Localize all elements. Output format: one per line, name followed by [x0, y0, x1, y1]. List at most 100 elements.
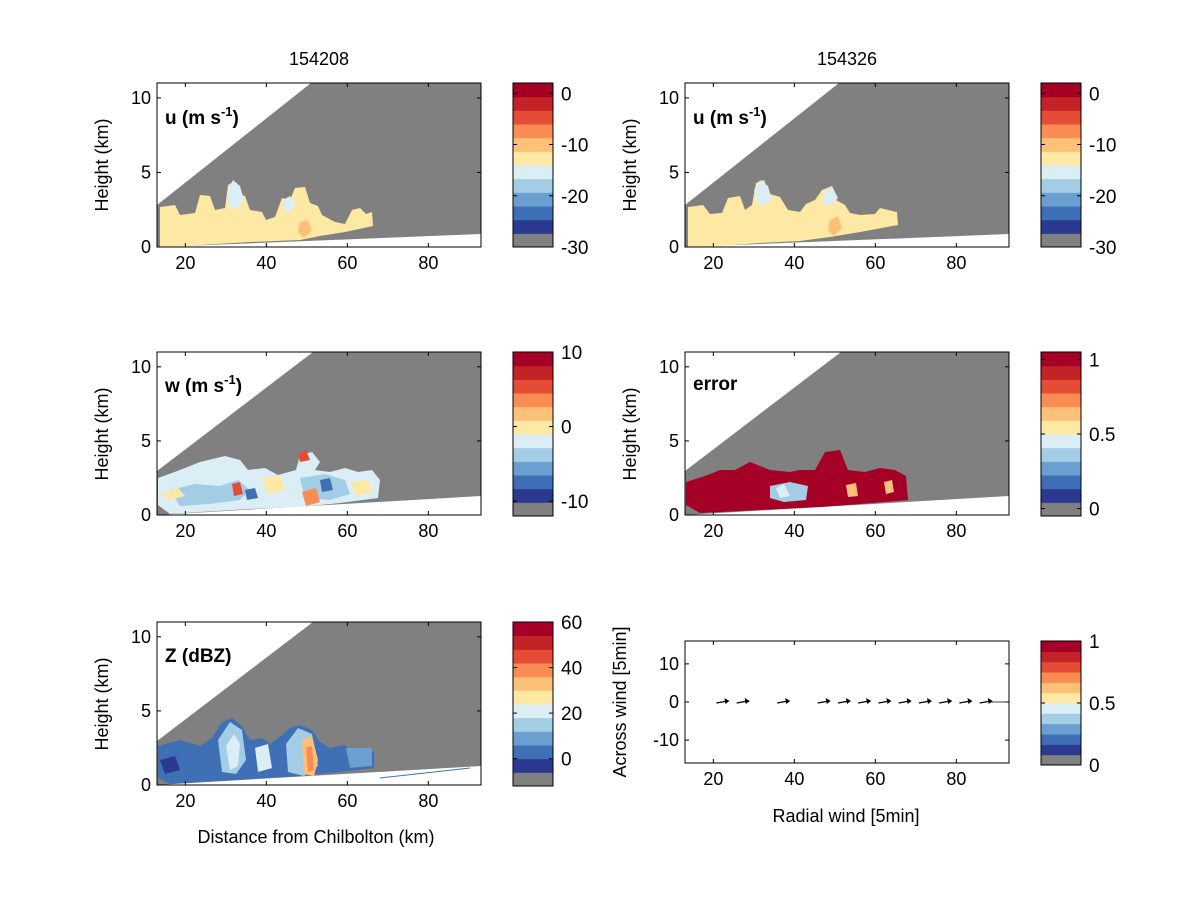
y-axis-label: Height (km) — [620, 118, 640, 211]
colorbar: 10 0 -10 — [512, 343, 588, 517]
colorbars: 0-10-20-300-10-20-30100-1010.50604020010… — [512, 82, 1116, 787]
colorbar-segment — [513, 178, 553, 193]
wind-vector — [918, 698, 932, 704]
colorbar-segment — [1041, 447, 1081, 462]
colorbar-tick-label: 1 — [1089, 350, 1100, 371]
w-field-hot — [232, 482, 243, 496]
colorbar-segment — [513, 461, 553, 476]
wind-vector — [858, 698, 872, 704]
colorbar-segment — [513, 165, 553, 180]
x-tick-label: 40 — [784, 253, 804, 273]
colorbar-segment — [513, 420, 553, 435]
x-ticks: 20 40 60 80 — [175, 622, 438, 811]
y-tick-label: 5 — [669, 162, 679, 182]
colorbar: 60 40 20 0 — [512, 613, 582, 787]
y-axis-label: Height (km) — [92, 387, 112, 480]
plot-area — [157, 83, 481, 247]
column-title-left: 154208 — [289, 49, 349, 69]
y-ticks-all: 0 5 10 0 5 10 0 5 10 0 5 10 0 5 10 10 0 -10 — [131, 88, 1009, 795]
annotation: u (m s-1) — [165, 104, 239, 129]
colorbar-segment — [513, 406, 553, 421]
u-field-core — [298, 220, 312, 238]
y-tick-label: 5 — [141, 162, 151, 182]
x-tick-label: 60 — [337, 521, 357, 541]
colorbar-segment — [513, 233, 553, 248]
wind-vector — [939, 698, 953, 704]
plot-area — [157, 622, 481, 785]
colorbar-segment — [513, 192, 553, 207]
colorbar-segment — [513, 83, 553, 98]
colorbar-segment — [513, 206, 553, 221]
y-tick-label: 0 — [669, 505, 679, 525]
colorbar-tick-label: 0 — [561, 418, 572, 439]
w-field-warm — [350, 480, 372, 496]
wind-vector — [979, 698, 993, 704]
colorbar-segment — [513, 502, 553, 517]
colorbar-segment — [1041, 406, 1081, 421]
x-tick-label: 40 — [784, 521, 804, 541]
colorbar-segment — [1041, 734, 1081, 745]
y-tick-label: 0 — [141, 237, 151, 257]
x-tick-label: 80 — [946, 769, 966, 789]
colorbar-tick-label: 0 — [561, 84, 572, 105]
x-axis-label: Radial wind [5min] — [772, 806, 919, 826]
colorbar-segment — [513, 676, 553, 691]
colorbar-segment — [513, 365, 553, 380]
panel-Z-left: 20 40 60 80 Z (dBZ) Height (km) Distance fr… — [92, 621, 482, 847]
x-axis-label: Distance from Chilbolton (km) — [197, 827, 434, 847]
colorbar-tick-label: 10 — [561, 343, 582, 364]
colorbar-segment — [1041, 641, 1081, 652]
colorbar-segment — [1041, 703, 1081, 714]
panel-u-left: 20 40 60 80 u (m s-1) Height (km) — [92, 82, 482, 273]
colorbar-tick-label: 0 — [1089, 84, 1100, 105]
annotation: w (m s-1) — [164, 372, 242, 397]
x-tick-label: 20 — [703, 769, 723, 789]
colorbar-segment — [513, 622, 553, 637]
colorbar-tick-label: -10 — [561, 492, 588, 513]
y-axis-label: Height (km) — [92, 657, 112, 750]
y-axis-label: Height (km) — [92, 118, 112, 211]
y-tick-label: 10 — [659, 654, 679, 674]
x-ticks: 20 40 60 80 — [175, 352, 438, 541]
colorbar-segment — [513, 447, 553, 462]
colorbar-tick-label: 60 — [561, 613, 582, 634]
colorbar-tick-label: -10 — [1089, 136, 1116, 157]
x-tick-label: 80 — [418, 521, 438, 541]
colorbar-frame — [512, 621, 554, 787]
colorbar-segment — [1041, 672, 1081, 683]
colorbar-tick-label: -10 — [561, 136, 588, 157]
wind-vector-marks — [716, 698, 1009, 704]
x-tick-label: 20 — [703, 253, 723, 273]
colorbar-tick-label: 0 — [561, 750, 572, 771]
colorbar-segment — [1041, 137, 1081, 152]
colorbar-tick-label: 1 — [1089, 632, 1100, 653]
colorbar-tick-label: 0.5 — [1089, 694, 1115, 715]
colorbar-segment — [1041, 461, 1081, 476]
panel-wind-vectors: 20 40 60 80 Across wind [5min] Radial wind … — [610, 626, 1010, 826]
y-tick-label: 0 — [669, 237, 679, 257]
x-tick-label: 40 — [256, 521, 276, 541]
error-field-high — [686, 450, 908, 513]
x-ticks: 20 40 60 80 — [703, 352, 966, 541]
colorbar-segment — [513, 124, 553, 139]
colorbar-tick-label: -30 — [1089, 238, 1116, 259]
x-tick-label: 40 — [256, 253, 276, 273]
annotation: u (m s-1) — [693, 104, 767, 129]
x-tick-label: 60 — [865, 253, 885, 273]
colorbar-frame — [512, 351, 554, 517]
colorbar-segment — [513, 745, 553, 760]
x-tick-label: 20 — [175, 253, 195, 273]
u-field-base — [688, 180, 898, 247]
colorbar-segment — [1041, 488, 1081, 503]
w-field-warm — [160, 488, 185, 500]
u-field-base — [160, 182, 373, 247]
colorbar-tick-label: 20 — [561, 704, 582, 725]
plot-area — [685, 83, 1009, 247]
Z-field-trace — [379, 767, 471, 779]
y-tick-label: 5 — [141, 431, 151, 451]
colorbar-tick-label: -20 — [561, 187, 588, 208]
wind-vector — [817, 698, 831, 704]
colorbar-segment — [513, 475, 553, 490]
x-tick-label: 40 — [256, 791, 276, 811]
y-axis-label: Height (km) — [620, 387, 640, 480]
